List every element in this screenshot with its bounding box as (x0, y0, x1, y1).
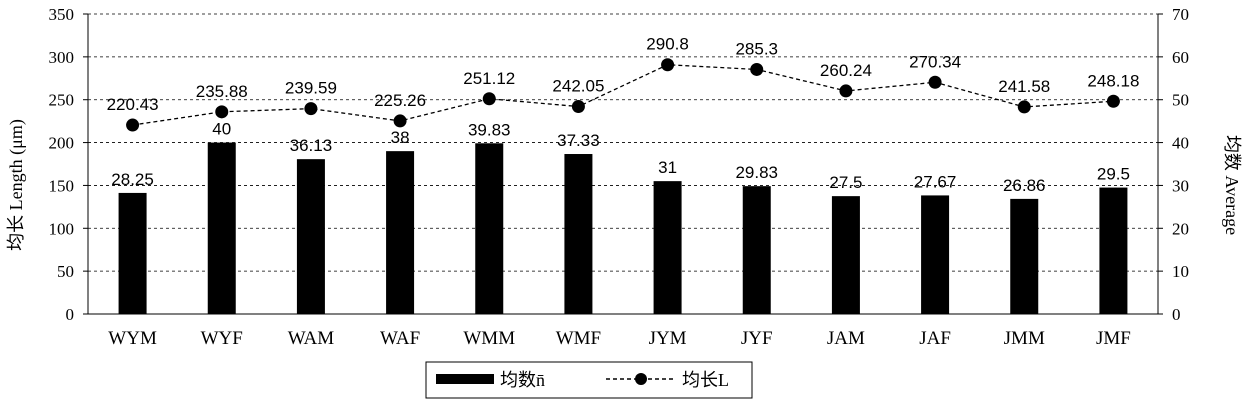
x-category-label: WYM (108, 328, 157, 349)
line-point (750, 62, 764, 76)
x-category-label: JAM (827, 328, 865, 349)
bar-series (118, 142, 1128, 314)
x-category-label: JAF (919, 328, 951, 349)
y-left-tick-label: 100 (49, 219, 75, 238)
line-point (571, 100, 585, 114)
bar-value-label: 28.25 (111, 170, 154, 189)
bar (118, 192, 147, 314)
line-point (1106, 94, 1120, 108)
bar (1010, 198, 1039, 314)
bar (564, 154, 593, 314)
y-left-tick-label: 250 (49, 91, 75, 110)
line-point (126, 118, 140, 132)
x-category-label: WMF (556, 328, 601, 349)
data-labels: 28.25 40 36.13 38 39.83 37.33 31 29.83 27.5 27.67… (107, 35, 1140, 195)
y-left-tick-label: 200 (49, 134, 75, 153)
bar-value-label: 38 (391, 128, 410, 147)
bar (296, 159, 325, 314)
line-series (126, 58, 1120, 132)
legend-bar-swatch (436, 374, 494, 384)
y-left-tick-label: 300 (49, 48, 75, 67)
bar-value-label: 31 (658, 158, 677, 177)
line-point (482, 92, 496, 106)
bar-value-label: 39.83 (468, 120, 511, 139)
bar-value-label: 27.67 (914, 172, 957, 191)
bar-value-label: 40 (212, 120, 231, 139)
axes (83, 13, 1163, 315)
line-point (928, 75, 942, 89)
line-value-label: 220.43 (107, 95, 159, 114)
x-category-label: JMF (1096, 328, 1131, 349)
x-category-label: WMM (463, 328, 515, 349)
y-left-tick-label: 150 (49, 176, 75, 195)
line-value-label: 260.24 (820, 61, 872, 80)
x-category-label: WAF (380, 328, 420, 349)
y-right-tick-label: 10 (1172, 262, 1189, 281)
line-point (215, 105, 229, 119)
legend-bar-label: 均数n̄ (500, 370, 545, 390)
bar (921, 195, 950, 314)
x-category-label: WYF (201, 328, 243, 349)
bar (831, 196, 860, 314)
y-right-tick-label: 60 (1172, 48, 1189, 67)
y-right-tick-label: 30 (1172, 176, 1189, 195)
line-value-label: 251.12 (463, 69, 515, 88)
y-left-tick-label: 0 (66, 305, 75, 324)
line-value-label: 270.34 (909, 52, 961, 71)
y-right-tick-label: 40 (1172, 134, 1189, 153)
line-value-label: 235.88 (196, 82, 248, 101)
line-point (839, 84, 853, 98)
line-value-label: 225.26 (374, 91, 426, 110)
bar (386, 151, 415, 314)
bar-value-label: 29.5 (1097, 165, 1130, 184)
bar-value-label: 27.5 (829, 173, 862, 192)
line-value-label: 242.05 (552, 77, 604, 96)
gridlines (88, 13, 1158, 272)
x-category-label: JYF (741, 328, 773, 349)
line-point (661, 58, 675, 72)
y-left-tick-label: 350 (49, 5, 75, 24)
legend-line-label: 均长L (682, 370, 729, 390)
line-value-label: 285.3 (735, 39, 778, 58)
bar-value-label: 26.86 (1003, 176, 1046, 195)
y-right-tick-label: 20 (1172, 219, 1189, 238)
legend: 均数n̄ 均长L (425, 361, 753, 399)
line-point (1017, 100, 1031, 114)
bar (653, 181, 682, 314)
line-path (132, 64, 1114, 126)
bar (475, 143, 504, 314)
line-value-label: 241.58 (998, 77, 1050, 96)
y-right-tick-label: 0 (1172, 305, 1181, 324)
line-value-label: 239.59 (285, 79, 337, 98)
y-right-tick-label: 70 (1172, 5, 1189, 24)
bar-value-label: 36.13 (290, 136, 333, 155)
line-value-label: 290.8 (646, 35, 689, 54)
bar-value-label: 37.33 (557, 131, 600, 150)
y-axis-left-title: 均长 Length (μm) (6, 119, 27, 251)
bar (207, 142, 236, 314)
line-point (393, 114, 407, 128)
legend-box (425, 361, 753, 399)
x-category-label: WAM (288, 328, 335, 349)
bar (742, 186, 771, 314)
line-point (304, 102, 318, 116)
x-category-label: JMM (1004, 328, 1045, 349)
tick-labels: 0 50 100 150 200 250 300 350 0 10 20 30 40 50 60 70 WYM W… (49, 5, 1190, 349)
x-category-label: JYM (649, 328, 687, 349)
line-value-label: 248.18 (1087, 71, 1139, 90)
y-right-tick-label: 50 (1172, 91, 1189, 110)
bar (1099, 187, 1128, 314)
bar-value-label: 29.83 (735, 163, 778, 182)
legend-line-marker (635, 373, 647, 385)
y-axis-right-title: 均数 Average (1222, 135, 1242, 235)
y-left-tick-label: 50 (57, 262, 74, 281)
